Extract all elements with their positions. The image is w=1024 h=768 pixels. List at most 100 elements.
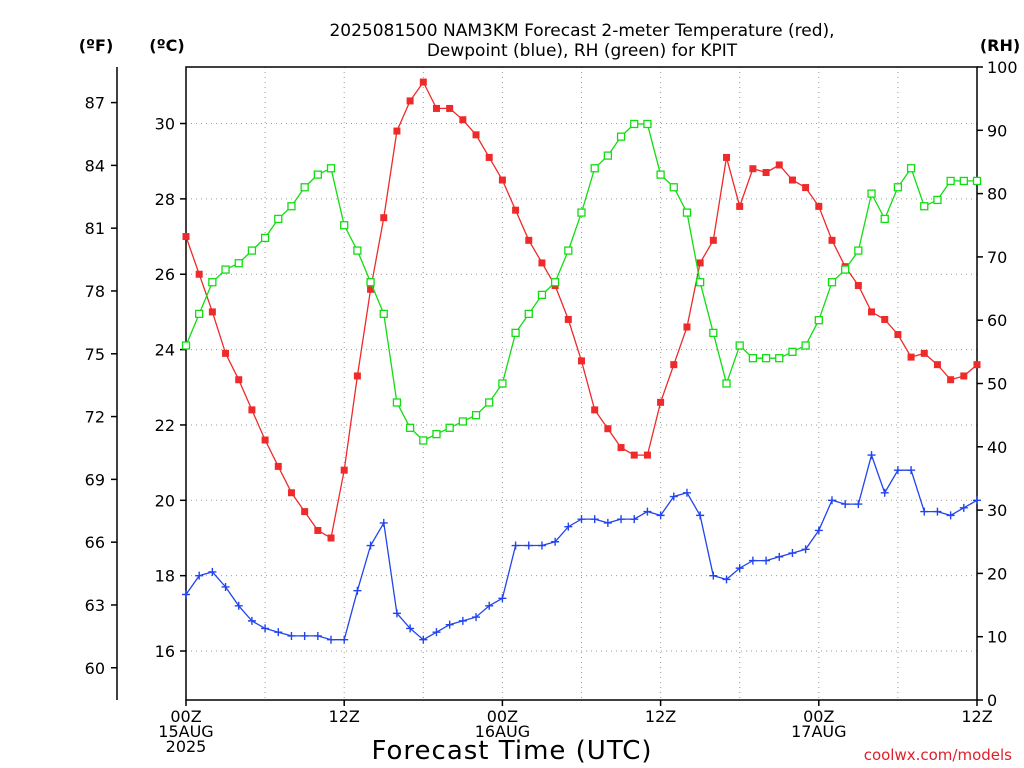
- fahrenheit-tick-label: 72: [85, 408, 105, 427]
- rh-point: [854, 246, 863, 255]
- fahrenheit-tick-label: 87: [85, 94, 105, 113]
- 2-meter-temperature-point: [564, 315, 572, 323]
- dewpoint-point: [234, 601, 243, 610]
- 2-meter-temperature-point: [195, 270, 203, 278]
- rh-tick-label: 70: [987, 248, 1007, 267]
- rh-point: [419, 436, 428, 445]
- rh-point: [445, 423, 454, 432]
- rh-point: [709, 328, 718, 338]
- rh-point: [458, 417, 468, 426]
- rh-tick-label: 30: [987, 501, 1007, 520]
- rh-point: [405, 423, 415, 432]
- 2-meter-temperature-point: [578, 357, 585, 365]
- 2-meter-temperature-point: [446, 104, 454, 112]
- 2-meter-temperature-point: [894, 331, 902, 339]
- rh-point: [287, 202, 296, 211]
- 2-meter-temperature-point: [960, 372, 968, 380]
- rh-point: [471, 410, 481, 420]
- fahrenheit-tick-label: 69: [85, 470, 105, 489]
- dewpoint-point: [617, 515, 626, 524]
- 2-meter-temperature-point: [301, 508, 309, 516]
- 2-meter-temperature-point: [591, 406, 599, 414]
- title-line-2: Dewpoint (blue), RH (green) for KPIT: [427, 41, 738, 61]
- 2-meter-temperature-point: [973, 361, 981, 369]
- rh-point: [432, 429, 441, 439]
- x-tick-label: 12Z: [329, 707, 360, 726]
- rh-point: [181, 341, 191, 350]
- dewpoint-point: [498, 594, 507, 603]
- dewpoint-point: [537, 541, 546, 550]
- 2-meter-temperature-point: [775, 161, 783, 169]
- plot-frame: [185, 66, 978, 701]
- dewpoint-point: [590, 515, 599, 524]
- rh-point: [577, 208, 586, 217]
- rh-point: [669, 183, 678, 192]
- rh-tick-label: 40: [987, 438, 1007, 457]
- rh-point: [933, 195, 942, 205]
- dewpoint-point: [973, 496, 981, 505]
- 2-meter-temperature-line: [185, 80, 978, 540]
- dewpoint-point: [643, 507, 652, 516]
- dewpoint-point: [669, 492, 678, 501]
- plot-axes: 60 63 66 69 72 75 78 81 84 87 16 18 20 22 24 26 28 30 0 10 2…: [85, 58, 1018, 756]
- dewpoint-point: [340, 635, 349, 644]
- rh-point: [524, 309, 533, 319]
- rh-tick-label: 100: [987, 58, 1018, 77]
- dewpoint-point: [722, 575, 731, 584]
- dewpoint-point: [854, 500, 863, 509]
- 2-meter-temperature-point: [723, 153, 731, 161]
- rh-point: [366, 278, 375, 287]
- 2-meter-temperature-point: [393, 127, 401, 135]
- dewpoint-point: [366, 541, 375, 550]
- rh-point: [195, 309, 204, 319]
- rh-point: [340, 221, 349, 230]
- 2-meter-temperature-point: [670, 361, 678, 369]
- dewpoint-point: [353, 586, 362, 595]
- fahrenheit-tick-label: 81: [85, 219, 105, 238]
- celsius-tick-label: 16: [155, 642, 175, 661]
- 2-meter-temperature-point: [459, 116, 467, 124]
- 2-meter-temperature-point: [472, 131, 480, 139]
- 2-meter-temperature-point: [248, 406, 256, 414]
- celsius-tick-label: 30: [155, 115, 175, 134]
- 2-meter-temperature-point: [657, 398, 665, 406]
- 2-meter-temperature-point: [788, 176, 796, 184]
- rh-point: [761, 354, 771, 363]
- dewpoint-point: [682, 488, 691, 497]
- rh-point: [630, 119, 639, 129]
- rh-point: [893, 183, 903, 192]
- rh-point: [485, 398, 494, 407]
- rh-point: [498, 379, 507, 388]
- x-tick-label: 12Z: [645, 707, 676, 726]
- rh-point: [234, 259, 243, 268]
- dewpoint-point: [445, 620, 454, 629]
- rh-unit-label: (RH): [980, 36, 1020, 55]
- 2-meter-temperature-point: [828, 236, 836, 244]
- 2-meter-temperature-point: [380, 214, 388, 222]
- rh-point: [959, 176, 968, 186]
- title-line-1: 2025081500 NAM3KM Forecast 2-meter Tempe…: [329, 21, 834, 41]
- 2-meter-temperature-point: [907, 353, 915, 361]
- rh-point: [722, 379, 731, 388]
- dewpoint-point: [788, 549, 797, 558]
- 2-meter-temperature-point: [327, 534, 335, 542]
- 2-meter-temperature-point: [353, 372, 361, 380]
- 2-meter-temperature-point: [920, 349, 928, 357]
- rh-point: [208, 278, 217, 287]
- rh-point: [814, 316, 823, 325]
- rh-point: [313, 170, 322, 179]
- dewpoint-point: [577, 515, 586, 524]
- rh-point: [537, 290, 547, 300]
- 2-meter-temperature-point: [367, 285, 375, 293]
- dewpoint-point: [920, 507, 929, 516]
- rh-point: [300, 183, 309, 192]
- dewpoint-point: [195, 571, 204, 580]
- x-tick-label: 00Z: [170, 707, 201, 726]
- rh-point: [616, 132, 626, 141]
- 2-meter-temperature-point: [604, 425, 612, 433]
- 2-meter-temperature-point: [314, 526, 322, 534]
- 2-meter-temperature-point: [261, 436, 269, 444]
- rh-point: [920, 202, 929, 211]
- x-tick-label: 00Z: [487, 707, 518, 726]
